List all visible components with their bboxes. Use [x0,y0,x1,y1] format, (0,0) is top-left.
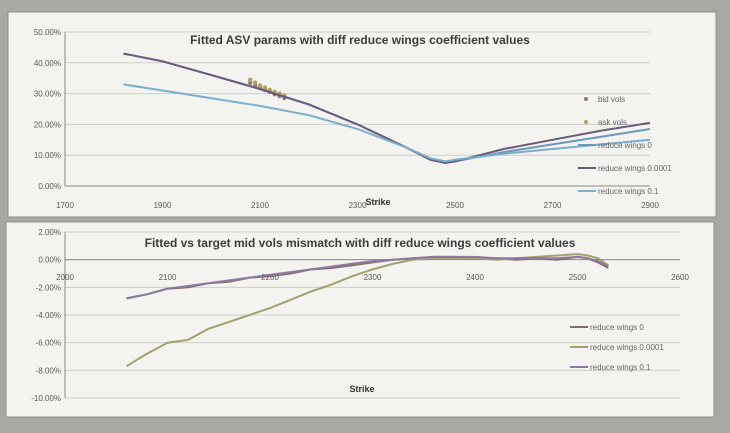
chart-top-legend: bid vols ask vols reduce wings 0 reduce win… [578,95,672,196]
x-tick-label: 2900 [641,201,659,210]
y-tick-label: -8.00% [36,366,61,375]
x-tick-label: 2300 [349,201,367,210]
data-point [248,80,253,86]
series-line [123,52,651,164]
x-tick-label: 2000 [56,273,74,282]
chart-bottom-legend: reduce wings 0 reduce wings 0.0001 reduce … [570,323,664,372]
chart-top-grid [64,31,650,187]
chart-top-series [123,52,651,164]
y-tick-label: 20.00% [34,120,61,129]
chart-bottom: 2.00% 0.00% -2.00% -4.00% -6.00% -8.00% -10.00… [5,221,715,418]
data-point [252,80,258,85]
legend-label: reduce wings 0 [598,141,652,150]
x-tick-label: 2100 [159,273,177,282]
series-line [125,253,609,368]
chart-bottom-series [125,253,609,368]
y-tick-label: 50.00% [34,28,61,37]
y-tick-label: -2.00% [36,283,61,292]
chart-bottom-frame [5,221,715,418]
legend-marker [584,97,588,101]
y-tick-label: 10.00% [34,151,61,160]
x-tick-label: 2300 [364,273,382,282]
legend-label: reduce wings 0.0001 [590,343,664,352]
x-tick-label: 2100 [251,201,269,210]
chart-top-title: Fitted ASV params with diff reduce wings… [190,33,530,47]
y-tick-label: -10.00% [31,394,61,403]
y-tick-label: -4.00% [36,311,61,320]
y-tick-label: 0.00% [38,256,61,265]
y-tick-label: 0.00% [38,182,61,191]
y-tick-label: 40.00% [34,59,61,68]
legend-label: reduce wings 0.0001 [598,164,672,173]
series-line [123,83,651,163]
y-tick-label: 2.00% [38,228,61,237]
x-tick-label: 2600 [671,273,689,282]
chart-top-x-ticks: 1700 1900 2100 2300 2500 2700 2900 [56,201,659,210]
legend-label: reduce wings 0.1 [598,187,659,196]
y-tick-label: -6.00% [36,339,61,348]
chart-bottom-title: Fitted vs target mid vols mismatch with … [145,236,576,250]
x-tick-label: 2500 [446,201,464,210]
x-tick-label: 2400 [466,273,484,282]
x-tick-label: 1700 [56,201,74,210]
data-point [257,83,263,88]
chart-top: 0.00% 10.00% 20.00% 30.00% 40.00% 50.00% 1700… [7,11,717,218]
x-tick-label: 2500 [569,273,587,282]
legend-label: ask vols [598,118,627,127]
x-tick-label: 2700 [544,201,562,210]
legend-marker [584,120,588,124]
data-point [262,85,268,90]
legend-label: reduce wings 0 [590,323,644,332]
data-point [248,77,253,82]
chart-top-frame [7,11,717,218]
x-tick-label: 2200 [261,273,279,282]
x-tick-label: 1900 [154,201,172,210]
chart-bottom-x-ticks: 2000 2100 2200 2300 2400 2500 2600 [56,273,689,282]
y-tick-label: 30.00% [34,90,61,99]
chart-bottom-x-axis-title: Strike [349,384,374,394]
legend-label: reduce wings 0.1 [590,363,651,372]
chart-top-x-axis-title: Strike [365,197,390,207]
chart-top-y-ticks: 0.00% 10.00% 20.00% 30.00% 40.00% 50.00% [34,28,61,191]
series-line [126,255,609,300]
chart-bottom-grid [64,231,680,399]
chart-bottom-y-ticks: 2.00% 0.00% -2.00% -4.00% -6.00% -8.00% -10.00… [31,228,61,403]
legend-label: bid vols [598,95,625,104]
